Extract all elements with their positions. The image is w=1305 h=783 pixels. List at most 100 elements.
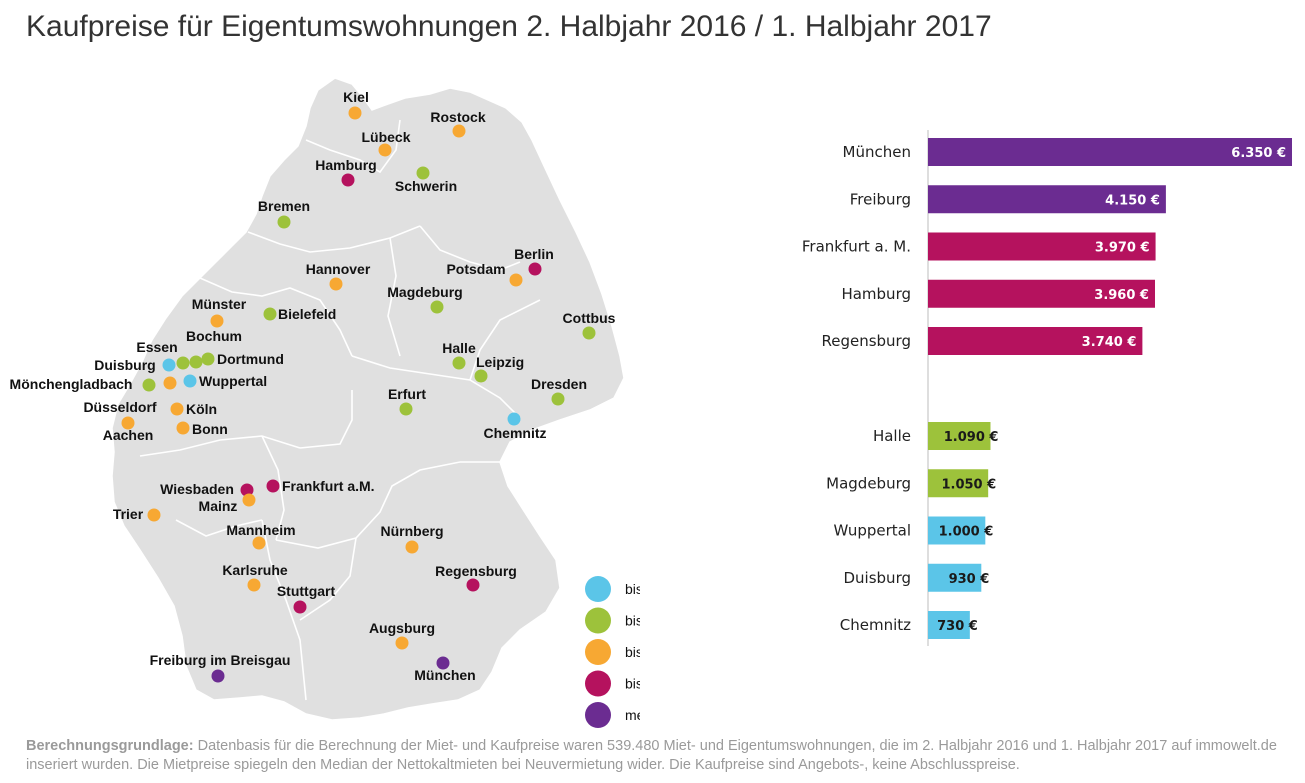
bar-halle	[928, 422, 991, 450]
city-marker-rostock	[452, 124, 466, 138]
city-label-regensburg: Regensburg	[435, 563, 517, 579]
city-marker-freiburg-im-breisgau	[211, 669, 225, 683]
city-label-wiesbaden: Wiesbaden	[160, 481, 234, 497]
city-marker-dortmund	[201, 352, 215, 366]
legend-swatch-3	[585, 639, 611, 665]
bar-category-muenchen: München	[843, 143, 911, 161]
city-marker-bochum	[189, 355, 203, 369]
city-marker-essen	[176, 356, 190, 370]
city-marker-regensburg	[466, 578, 480, 592]
city-label-bremen: Bremen	[258, 198, 310, 214]
city-marker-leipzig	[474, 369, 488, 383]
city-marker-dresden	[551, 392, 565, 406]
bar-value-duisburg: 930 €	[949, 572, 990, 587]
city-label-stuttgart: Stuttgart	[277, 583, 336, 599]
city-label-karlsruhe: Karlsruhe	[222, 562, 288, 578]
bar-category-magdeburg: Magdeburg	[826, 474, 911, 492]
city-label-halle: Halle	[442, 340, 476, 356]
city-label-schwerin: Schwerin	[395, 178, 457, 194]
bar-duisburg	[928, 563, 982, 592]
city-label-berlin: Berlin	[514, 246, 554, 262]
city-label-freiburg-im-breisgau: Freiburg im Breisgau	[150, 652, 291, 668]
bar-value-freiburg: 4.150 €	[1105, 193, 1160, 208]
city-label-potsdam: Potsdam	[446, 261, 505, 277]
bar-category-frankfurt-a-m: Frankfurt a. M.	[802, 238, 911, 256]
city-marker-stuttgart	[293, 600, 307, 614]
city-marker-halle	[452, 356, 466, 370]
bar-freiburg	[928, 185, 1166, 214]
city-label-frankfurt-a-m: Frankfurt a.M.	[282, 478, 375, 494]
bar-regensburg	[928, 327, 1143, 355]
city-label-wuppertal: Wuppertal	[199, 373, 267, 389]
bar-category-chemnitz: Chemnitz	[840, 616, 911, 634]
bar-category-hamburg: Hamburg	[841, 285, 911, 303]
city-marker-koeln	[170, 402, 184, 416]
city-marker-karlsruhe	[247, 578, 261, 592]
city-label-trier: Trier	[113, 506, 144, 522]
legend-swatch-4	[585, 670, 611, 697]
city-marker-cottbus	[582, 326, 596, 340]
city-label-kiel: Kiel	[343, 89, 369, 105]
city-labels: Kiel Rostock Lübeck Hamburg Schwerin Bremen Be…	[10, 89, 616, 683]
city-label-nuernberg: Nürnberg	[381, 523, 444, 539]
bar-chemnitz	[928, 611, 970, 639]
legend-label-3: bis 3.000 Euro/m²	[625, 644, 640, 660]
bar-hamburg	[928, 279, 1155, 308]
city-marker-wiesbaden	[240, 483, 254, 497]
city-label-dortmund: Dortmund	[217, 351, 284, 367]
city-marker-hannover	[329, 277, 343, 291]
legend-label-1: bis 1.000 Euro/m²	[625, 581, 640, 597]
bar-value-magdeburg: 1.050 €	[941, 477, 996, 492]
city-label-mannheim: Mannheim	[226, 522, 295, 538]
city-label-koeln: Köln	[186, 401, 217, 417]
city-marker-augsburg	[395, 636, 409, 650]
bar-category-duisburg: Duisburg	[844, 569, 912, 587]
city-label-luebeck: Lübeck	[361, 129, 410, 145]
footnote-text: Datenbasis für die Berechnung der Miet- …	[26, 738, 1277, 773]
bar-category-wuppertal: Wuppertal	[834, 522, 911, 540]
city-label-aachen: Aachen	[103, 427, 154, 443]
city-marker-kiel	[348, 106, 362, 120]
city-label-dresden: Dresden	[531, 376, 587, 392]
city-label-hamburg: Hamburg	[315, 157, 376, 173]
bar-value-wuppertal: 1.000 €	[939, 525, 994, 540]
city-marker-frankfurt-a-m	[266, 479, 280, 493]
bar-value-frankfurt-a-m: 3.970 €	[1095, 241, 1150, 256]
bar-category-regensburg: Regensburg	[821, 332, 911, 350]
bar-value-halle: 1.090 €	[944, 430, 999, 445]
city-label-muenster: Münster	[192, 296, 247, 312]
city-marker-magdeburg	[430, 300, 444, 314]
city-marker-luebeck	[378, 143, 392, 157]
city-marker-potsdam	[509, 273, 523, 287]
legend-swatch-2	[585, 607, 611, 634]
bar-value-muenchen: 6.350 €	[1231, 146, 1286, 161]
city-marker-muenchen	[436, 656, 450, 670]
city-label-magdeburg: Magdeburg	[387, 284, 462, 300]
city-marker-moenchengladbach	[142, 378, 156, 392]
city-marker-muenster	[210, 314, 224, 328]
city-label-mainz: Mainz	[199, 498, 238, 514]
city-marker-wuppertal	[183, 374, 197, 388]
city-markers	[121, 106, 596, 683]
bar-value-hamburg: 3.960 €	[1094, 288, 1149, 303]
city-marker-erfurt	[399, 402, 413, 416]
city-label-augsburg: Augsburg	[369, 620, 435, 636]
legend-label-4: bis 4.000 Euro/m²	[625, 676, 640, 692]
city-marker-aachen	[121, 416, 135, 430]
legend-swatch-1	[585, 576, 611, 602]
city-marker-bielefeld	[263, 307, 277, 321]
city-marker-mannheim	[252, 536, 266, 550]
bar-chart: München 6.350 € Freiburg 4.150 € Frankfurt a…	[802, 130, 1292, 646]
state-borders	[139, 119, 541, 701]
germany-map: Kiel Rostock Lübeck Hamburg Schwerin Bremen Be…	[10, 77, 640, 728]
legend-swatch-5	[585, 702, 611, 728]
footnote-bold: Berechnungsgrundlage:	[26, 738, 194, 754]
chart-title: Kaufpreise für Eigentumswohnungen 2. Hal…	[26, 10, 992, 43]
city-label-bochum: Bochum	[186, 328, 242, 344]
bar-value-regensburg: 3.740 €	[1082, 335, 1137, 350]
bar-value-chemnitz: 730 €	[937, 619, 978, 634]
city-label-rostock: Rostock	[430, 109, 485, 125]
footnote: Berechnungsgrundlage: Datenbasis für die…	[26, 737, 1286, 775]
city-label-duisburg: Duisburg	[94, 357, 155, 373]
city-label-chemnitz: Chemnitz	[484, 425, 547, 441]
